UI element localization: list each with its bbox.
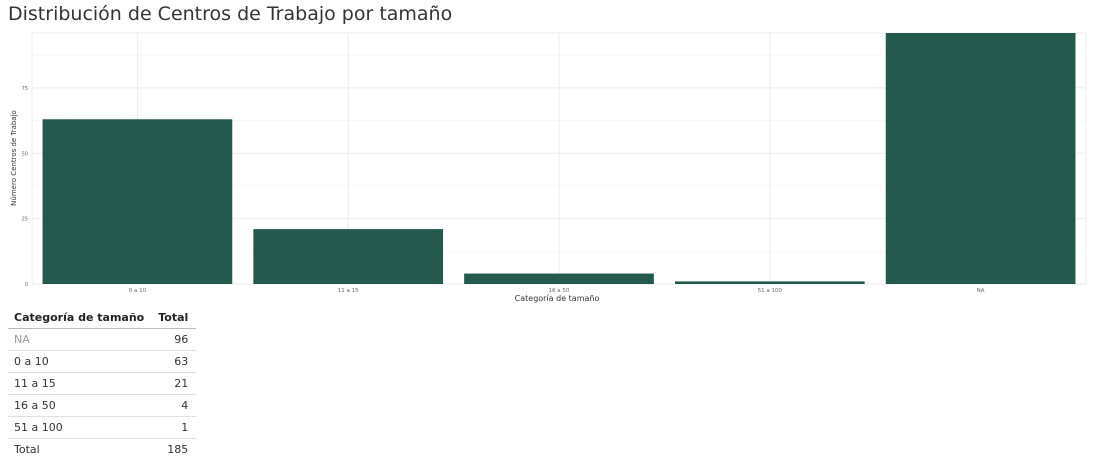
column-header-category: Categoría de tamaño: [8, 306, 152, 329]
table-cell-category: 0 a 10: [8, 351, 152, 373]
table-cell-total: 185: [152, 439, 196, 460]
column-header-total: Total: [152, 306, 196, 329]
table-cell-category: 11 a 15: [8, 373, 152, 395]
table-row: 11 a 15 21: [8, 373, 196, 395]
y-tick-label: 75: [22, 86, 28, 92]
table-cell-category: 51 a 100: [8, 417, 152, 439]
table-row: 51 a 100 1: [8, 417, 196, 439]
table-cell-total: 21: [152, 373, 196, 395]
y-tick-label: 25: [22, 217, 28, 223]
table-header-row: Categoría de tamaño Total: [8, 306, 196, 329]
table-cell-total: 4: [152, 395, 196, 417]
bar: [464, 274, 654, 284]
table-cell-total: 1: [152, 417, 196, 439]
y-axis-label: Número Centros de Trabajo: [10, 110, 18, 206]
y-tick-label: 0: [25, 282, 28, 288]
table-cell-total: 96: [152, 329, 196, 351]
table-row-total: Total 185: [8, 439, 196, 460]
x-tick-label: 51 a 100: [758, 288, 783, 294]
x-tick-label: 0 a 10: [129, 288, 147, 294]
table-row: 0 a 10 63: [8, 351, 196, 373]
table-cell-total: 63: [152, 351, 196, 373]
x-tick-label: NA: [977, 288, 985, 294]
x-axis-label: Categoría de tamaño: [515, 294, 600, 303]
x-tick-label: 11 a 15: [338, 288, 359, 294]
table-cell-category: 16 a 50: [8, 395, 152, 417]
summary-table: Categoría de tamaño Total NA 96 0 a 10 6…: [8, 306, 196, 460]
bar: [886, 33, 1076, 284]
y-tick-label: 50: [22, 151, 28, 157]
table-cell-category: Total: [8, 439, 152, 460]
bar: [675, 281, 865, 284]
bar: [43, 119, 233, 284]
table-row: 16 a 50 4: [8, 395, 196, 417]
bar: [253, 229, 443, 284]
table-row: NA 96: [8, 329, 196, 351]
table-cell-category: NA: [8, 329, 152, 351]
